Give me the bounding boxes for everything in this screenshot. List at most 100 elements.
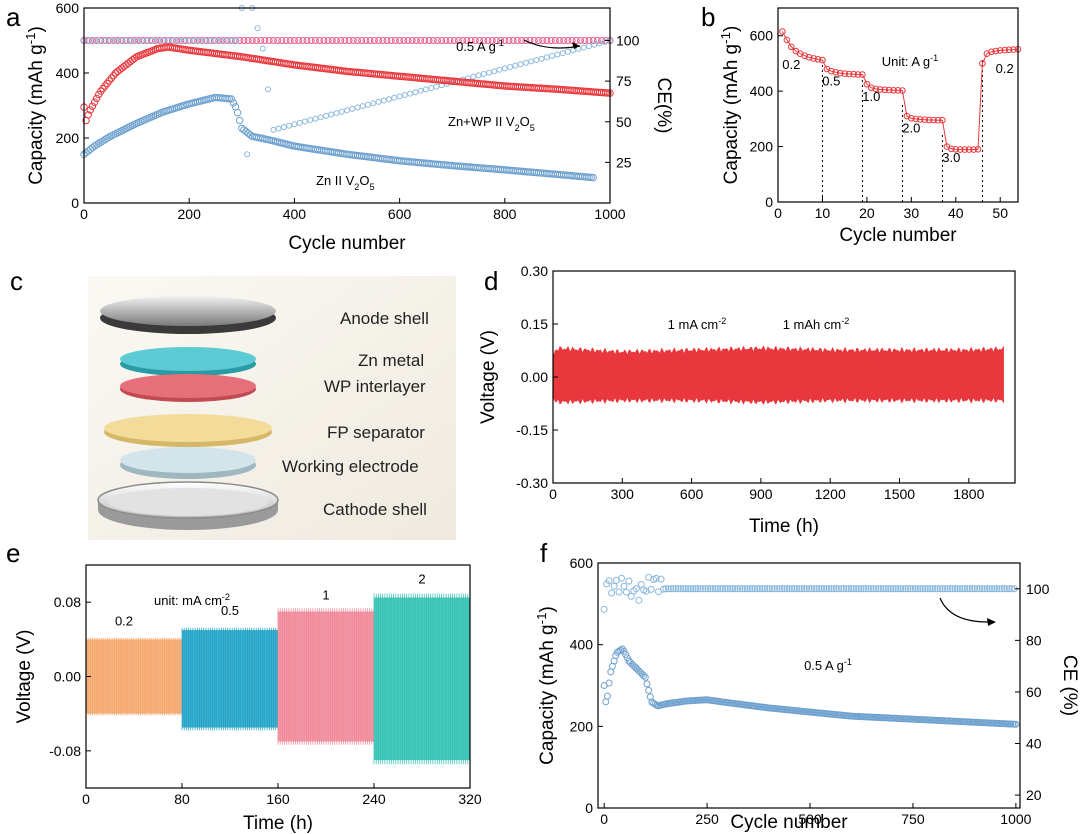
f-cap-point-1 xyxy=(602,698,610,706)
e-xtick-label-3: 240 xyxy=(362,791,386,807)
a-wp-ce-point-3 xyxy=(93,37,101,44)
f-ce-point-62 xyxy=(753,585,761,593)
f-ce-point-79 xyxy=(795,585,803,593)
b-xtick-label-4: 40 xyxy=(948,205,964,221)
f-rate-label-sup: -1 xyxy=(844,657,852,667)
b-point-18 xyxy=(859,71,866,78)
a-zn-cap-point-2 xyxy=(84,147,92,155)
a-wp-ce-point-48 xyxy=(282,37,290,44)
f-xtick-label-1: 250 xyxy=(695,811,719,827)
b-point-35 xyxy=(934,116,942,124)
f-ce-point-151 xyxy=(973,585,981,593)
a-zn-ce-point-36 xyxy=(270,126,277,133)
f-xlabel: Cycle number xyxy=(730,812,848,833)
f-ce-point-54 xyxy=(734,585,742,593)
a-xtick-label-1: 200 xyxy=(178,206,202,222)
a-wp-ce-point-86 xyxy=(442,37,450,44)
b-point-32 xyxy=(921,116,929,123)
a-wp-ce-point-19 xyxy=(160,37,168,44)
f-ce-point-72 xyxy=(778,585,786,593)
b-xtick-label-3: 30 xyxy=(904,205,920,221)
a-wp-ce-point-40 xyxy=(248,37,256,44)
a-zn-ce-point-29 xyxy=(233,37,240,44)
a-zn-ce-point-89 xyxy=(549,52,556,59)
f-ce-point-124 xyxy=(907,585,914,593)
f-ce-point-157 xyxy=(988,585,996,593)
label-working-electrode: Working electrode xyxy=(282,457,419,476)
a-wp-ce-point-82 xyxy=(425,37,433,44)
a-zn-ce-point-60 xyxy=(396,93,403,100)
a-wp-ce-point-114 xyxy=(560,37,568,44)
b-point-29 xyxy=(908,115,915,122)
e-xtick-label-2: 160 xyxy=(266,791,290,807)
a-zn-ce-point-74 xyxy=(470,73,477,80)
f-ce-point-105 xyxy=(860,585,868,593)
a-wp-ce-point-58 xyxy=(324,37,332,44)
f-ce-point-135 xyxy=(934,585,942,593)
f-ce-point-53 xyxy=(731,585,739,593)
b-point-22 xyxy=(876,86,884,93)
a-wp-cap-point-3 xyxy=(86,106,95,114)
a-wp-ce-point-90 xyxy=(459,37,467,44)
f-ylabel-main: Capacity (mAh g xyxy=(537,624,558,764)
a-zn-ce-point-98 xyxy=(596,40,603,47)
f-rate-label: 0.5 A g-1 xyxy=(804,657,852,673)
panel-letter-b: b xyxy=(701,2,715,32)
a-zn-ce-point-37 xyxy=(275,125,282,132)
b-rate-label-4: 3.0 xyxy=(942,150,960,165)
b-point-52 xyxy=(1010,46,1017,53)
f-ytick-r-label-2: 60 xyxy=(1026,684,1042,700)
a-wp-ce-point-38 xyxy=(240,37,248,44)
f-cap-point-18 xyxy=(630,662,638,670)
a-wp-ce-point-107 xyxy=(530,37,538,44)
f-ce-point-121 xyxy=(899,585,907,593)
a-wp-ce-point-96 xyxy=(484,37,492,44)
f-ce-point-143 xyxy=(953,585,961,593)
a-zn-ce-point-93 xyxy=(570,47,577,54)
a-zn-ce-point-59 xyxy=(391,94,398,101)
e-unit-label-main: unit: mA cm xyxy=(154,593,222,608)
d-xtick-label-0: 0 xyxy=(549,486,557,502)
e-xtick-label-4: 320 xyxy=(458,791,482,807)
f-ce-point-85 xyxy=(810,585,818,593)
f-ce-point-7 xyxy=(618,574,625,582)
a-wp-ce-point-45 xyxy=(269,37,277,44)
a-wp-cap-point-6 xyxy=(92,94,101,103)
b-xtick-label-5: 50 xyxy=(992,205,1008,221)
f-ce-point-77 xyxy=(790,585,798,593)
a-wp-ce-point-8 xyxy=(114,37,122,44)
f-ce-point-81 xyxy=(800,585,808,593)
f-ce-point-115 xyxy=(884,585,892,593)
a-zn-ce-point-50 xyxy=(344,107,350,114)
b-point-30 xyxy=(912,115,920,123)
a-zn-cap-point-79 xyxy=(246,131,254,139)
b-xtick-label-0: 0 xyxy=(774,205,782,221)
a-zn-cap-point-70 xyxy=(227,95,236,103)
a-rate-label: 0.5 A g-1 xyxy=(456,38,504,54)
f-ce-point-90 xyxy=(823,585,830,593)
f-ce-point-48 xyxy=(719,585,727,593)
a-wp-ce-point-91 xyxy=(463,37,471,44)
a-zn-ce-point-80 xyxy=(501,65,508,72)
f-ce-point-41 xyxy=(702,585,709,593)
panel-letter-f: f xyxy=(540,538,548,568)
a-wp-ce-point-93 xyxy=(471,37,479,44)
a-zn-ce-point-31 xyxy=(244,151,251,158)
a-wp-cap-point-23 xyxy=(128,56,137,64)
d-ytick-label-1: 0.15 xyxy=(521,316,548,332)
f-ce-point-160 xyxy=(995,585,1003,593)
f-ce-point-67 xyxy=(766,585,774,593)
f-cap-point-21 xyxy=(635,667,643,675)
f-cap-point-24 xyxy=(640,672,648,680)
e-segment-lines-3 xyxy=(373,593,471,765)
a-wp-ce-point-67 xyxy=(362,37,370,44)
a-wp-ce-point-101 xyxy=(505,37,513,44)
a-zn-ce-point-35 xyxy=(265,86,272,93)
f-ce-point-99 xyxy=(845,585,853,593)
a-wp-ce-point-78 xyxy=(408,37,416,44)
f-ce-point-57 xyxy=(741,585,749,593)
f-ce-point-44 xyxy=(709,585,717,593)
a-wp-ce-point-66 xyxy=(358,37,366,44)
f-cap-point-7 xyxy=(612,652,620,660)
a-wp-ce-point-12 xyxy=(131,37,138,44)
